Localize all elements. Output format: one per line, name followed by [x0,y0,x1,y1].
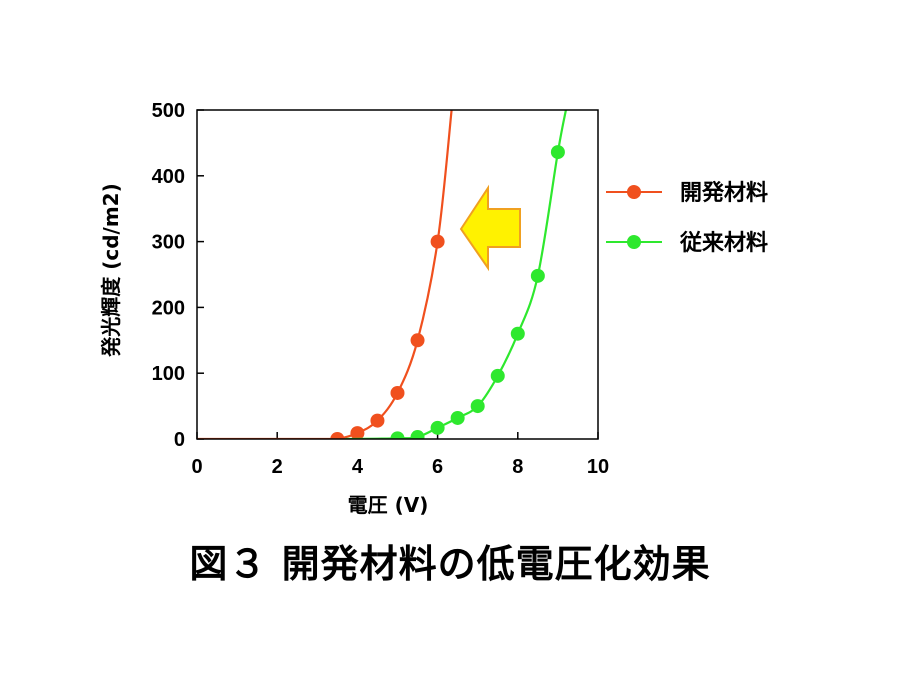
x-axis-title: 電圧 (V) [348,493,429,517]
x-tick-label: 10 [587,456,609,478]
series-開発材料 [197,110,453,439]
data-point [430,420,445,435]
series-従来材料 [345,110,567,439]
shift-left-arrow [459,184,521,272]
data-point [510,326,525,341]
legend-marker-開発材料 [627,185,641,199]
x-tick-label: 6 [432,456,443,478]
y-tick-label: 500 [152,100,185,122]
legend-item-従来材料: 従来材料 [606,230,768,256]
x-tick-label: 0 [191,456,202,478]
x-tick-label: 4 [352,456,364,478]
data-point [410,333,425,348]
y-tick-label: 400 [152,166,185,188]
y-tick-label: 300 [152,232,185,254]
data-point [550,145,565,160]
data-point [350,426,365,439]
y-axis-title: 発光輝度 (cd/m2) [99,183,123,357]
legend-label-開発材料: 開発材料 [680,181,768,206]
legend: 開発材料 従来材料 [606,181,768,256]
data-point [430,234,445,249]
x-tick-label: 2 [272,456,283,478]
plot-area-frame [196,109,599,440]
data-point [410,430,425,439]
data-point [390,431,405,439]
data-point [370,413,385,428]
series-line [197,110,453,439]
data-point [390,385,405,400]
x-tick-label: 8 [512,456,523,478]
data-point [330,432,345,439]
y-tick-label: 100 [152,363,185,385]
legend-marker-従来材料 [627,235,641,249]
series-layer [197,110,567,439]
data-point [450,410,465,425]
y-tick-label: 0 [174,429,185,451]
figure-caption: 図３ 開発材料の低電圧化効果 [189,542,711,586]
data-point [530,268,545,283]
legend-item-開発材料: 開発材料 [606,181,768,206]
legend-label-従来材料: 従来材料 [679,230,768,256]
y-tick-label: 200 [152,297,185,319]
data-point [470,399,485,414]
y-axis-ticks: 0 100 200 300 400 500 [152,100,204,451]
data-point [490,368,505,383]
